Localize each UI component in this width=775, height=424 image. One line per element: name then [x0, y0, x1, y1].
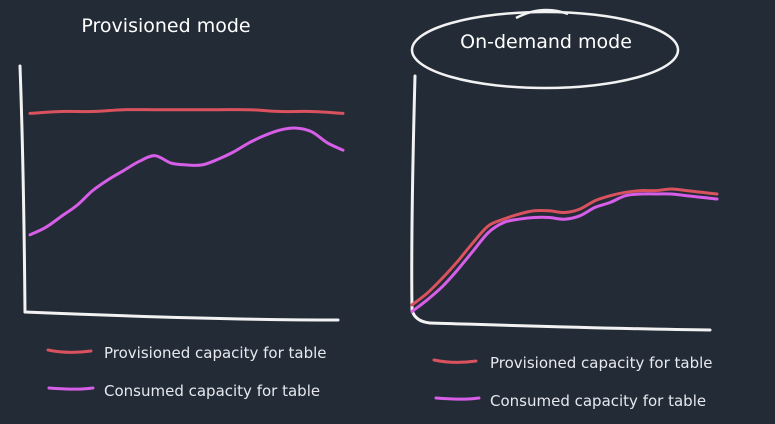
legend-item-provisioned: Provisioned capacity for table	[432, 354, 713, 372]
provisioned-mode-chart: Provisioned mode Provisioned capacity fo…	[18, 15, 345, 400]
legend-swatch-consumed	[434, 396, 481, 401]
legend-item-provisioned: Provisioned capacity for table	[46, 344, 327, 362]
x-axis	[23, 310, 340, 322]
on-demand-mode-chart: On-demand mode Provisioned capacity for …	[410, 8, 719, 410]
y-axis	[18, 64, 27, 314]
chart-title: On-demand mode	[460, 31, 632, 53]
plot-area	[28, 108, 345, 237]
legend: Provisioned capacity for table Consumed …	[46, 344, 327, 400]
legend-label: Consumed capacity for table	[490, 392, 706, 410]
x-axis	[428, 321, 712, 332]
title-circle-stroke	[515, 8, 569, 20]
title-circle	[410, 10, 680, 90]
legend-item-consumed: Consumed capacity for table	[47, 382, 320, 400]
legend-label: Consumed capacity for table	[104, 382, 320, 400]
legend-label: Provisioned capacity for table	[104, 344, 327, 362]
plot-area	[410, 187, 719, 314]
legend: Provisioned capacity for table Consumed …	[432, 354, 713, 410]
series-line-provisioned	[410, 187, 719, 307]
y-axis	[410, 74, 432, 325]
legend-item-consumed: Consumed capacity for table	[434, 392, 706, 410]
series-line-consumed	[28, 126, 345, 237]
legend-swatch-provisioned	[432, 358, 478, 364]
series-line-consumed	[410, 192, 719, 314]
series-line-provisioned	[28, 108, 345, 115]
legend-label: Provisioned capacity for table	[490, 354, 713, 372]
legend-swatch-consumed	[47, 386, 95, 391]
legend-swatch-provisioned	[46, 348, 93, 354]
chart-title: Provisioned mode	[81, 15, 250, 37]
